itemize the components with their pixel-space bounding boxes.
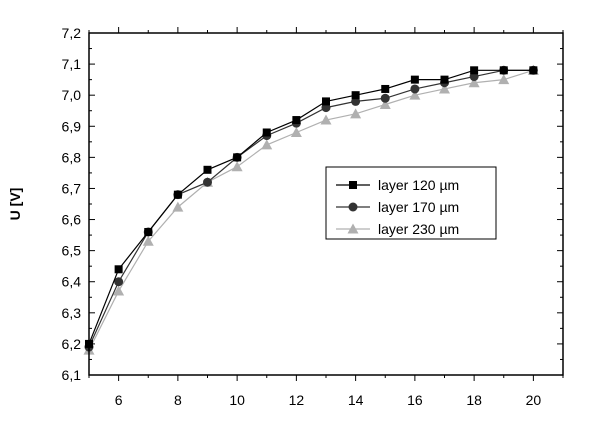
x-tick-label: 20 [526, 392, 542, 408]
data-point [498, 74, 510, 85]
data-point [173, 190, 182, 199]
data-point [350, 108, 362, 119]
y-tick-label: 6,3 [62, 305, 82, 321]
data-point [410, 75, 419, 84]
series-line [88, 69, 534, 351]
y-tick-label: 7,2 [62, 25, 82, 41]
x-axis: 6 8 10 12 14 16 18 20 [88, 27, 564, 408]
data-point [144, 227, 153, 236]
y-axis: 6,1 6,2 6,3 6,4 6,5 6,6 6,7 6,8 6,9 7,0 7,1 7,2 [62, 25, 563, 383]
data-point [233, 153, 242, 162]
data-point [172, 201, 184, 212]
y-tick-label: 6,6 [62, 212, 82, 228]
data-point [529, 66, 538, 75]
plot-frame [88, 32, 564, 376]
y-tick-label: 6,2 [62, 336, 82, 352]
y-tick-label: 7,0 [62, 87, 82, 103]
legend-item: layer 230 µm [336, 221, 459, 237]
legend-marker [348, 202, 358, 212]
x-tick-label: 10 [229, 392, 245, 408]
x-tick-label: 18 [466, 392, 482, 408]
legend-item: layer 120 µm [336, 177, 459, 193]
data-point [440, 75, 449, 84]
data-point [261, 139, 273, 150]
data-point [114, 265, 123, 274]
legend-marker [349, 181, 357, 189]
data-point [468, 77, 480, 88]
data-point [292, 116, 301, 125]
data-point [439, 83, 450, 94]
data-point [231, 161, 243, 172]
data-point [379, 99, 391, 110]
legend-marker [347, 223, 359, 234]
data-point [351, 91, 360, 100]
data-point [322, 97, 330, 106]
legend-label: layer 170 µm [378, 199, 459, 215]
data-point [410, 84, 420, 94]
y-tick-label: 6,9 [62, 118, 82, 134]
y-tick-label: 7,1 [62, 56, 82, 72]
legend-label: layer 120 µm [378, 177, 459, 193]
legend-label: layer 230 µm [378, 221, 459, 237]
legend-item: layer 170 µm [336, 199, 459, 215]
data-point [499, 66, 508, 75]
x-tick-label: 16 [407, 392, 423, 408]
series-line [88, 69, 534, 345]
data-point [380, 93, 390, 103]
data-point [203, 177, 212, 187]
y-axis-title: U [V] [7, 188, 23, 221]
data-point [114, 277, 124, 287]
legend: layer 120 µm layer 170 µm layer 230 µm [325, 166, 497, 240]
data-point [381, 84, 390, 93]
y-tick-label: 6,7 [62, 180, 82, 196]
legend-items: layer 120 µm layer 170 µm layer 230 µm [336, 177, 459, 237]
y-tick-label: 6,8 [62, 149, 82, 165]
y-tick-label: 6,4 [62, 274, 82, 290]
data-point [262, 128, 271, 137]
y-tick-label: 6,1 [62, 367, 82, 383]
data-point [409, 89, 421, 100]
data-point [320, 114, 332, 125]
data-point [470, 66, 479, 75]
data-point [142, 235, 154, 246]
x-tick-label: 12 [289, 392, 305, 408]
y-tick-label: 6,5 [62, 243, 82, 259]
data-point [203, 165, 212, 174]
x-tick-label: 14 [348, 392, 364, 408]
data-point [113, 285, 125, 296]
x-tick-label: 8 [174, 392, 182, 408]
series-group [83, 64, 539, 355]
data-point [290, 126, 302, 137]
x-tick-label: 6 [115, 392, 123, 408]
